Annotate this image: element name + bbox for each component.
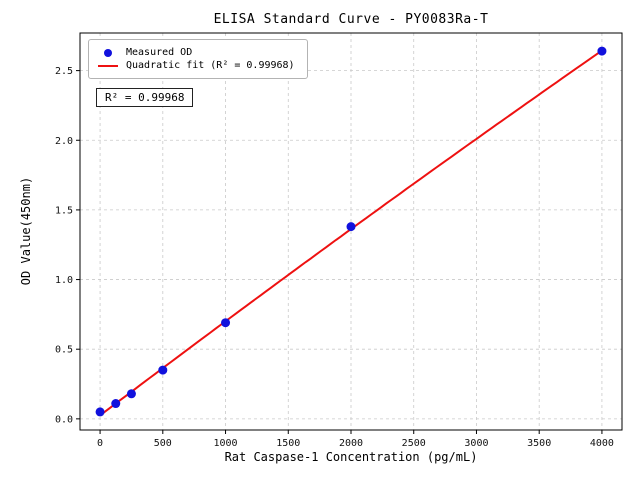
y-tick-label: 2.0 [55, 136, 73, 147]
legend: Measured OD Quadratic fit (R² = 0.99968) [88, 39, 308, 79]
data-point [126, 389, 136, 399]
chart-title: ELISA Standard Curve - PY0083Ra-T [213, 12, 489, 27]
y-tick-label: 0.0 [55, 414, 73, 425]
x-tick-label: 1000 [213, 438, 237, 449]
y-tick-label: 0.5 [55, 345, 73, 356]
x-tick-label: 2500 [402, 438, 426, 449]
y-axis-label: OD Value(450nm) [19, 176, 33, 286]
y-tick-label: 1.0 [55, 275, 73, 286]
x-tick-label: 4000 [590, 438, 614, 449]
x-tick-label: 500 [154, 438, 172, 449]
legend-item-measured-od: Measured OD [98, 47, 295, 58]
data-point [346, 222, 356, 232]
legend-line-marker-icon [98, 64, 118, 67]
x-tick-label: 3000 [464, 438, 488, 449]
y-tick-label: 1.5 [55, 205, 73, 216]
data-point [597, 46, 607, 56]
r-squared-annotation: R² = 0.99968 [96, 88, 194, 107]
data-point [158, 365, 168, 375]
legend-label-quadratic-fit: Quadratic fit (R² = 0.99968) [126, 60, 295, 71]
x-tick-label: 2000 [339, 438, 363, 449]
y-tick-label: 2.5 [55, 66, 73, 77]
data-point [221, 318, 231, 328]
x-tick-label: 0 [97, 438, 103, 449]
legend-item-quadratic-fit: Quadratic fit (R² = 0.99968) [98, 60, 295, 71]
legend-label-measured-od: Measured OD [126, 47, 193, 58]
data-point [111, 399, 121, 409]
legend-point-marker-icon [104, 48, 112, 57]
x-tick-label: 3500 [527, 438, 551, 449]
x-tick-label: 1500 [276, 438, 300, 449]
data-point [95, 407, 105, 417]
x-axis-label: Rat Caspase-1 Concentration (pg/mL) [224, 450, 478, 464]
